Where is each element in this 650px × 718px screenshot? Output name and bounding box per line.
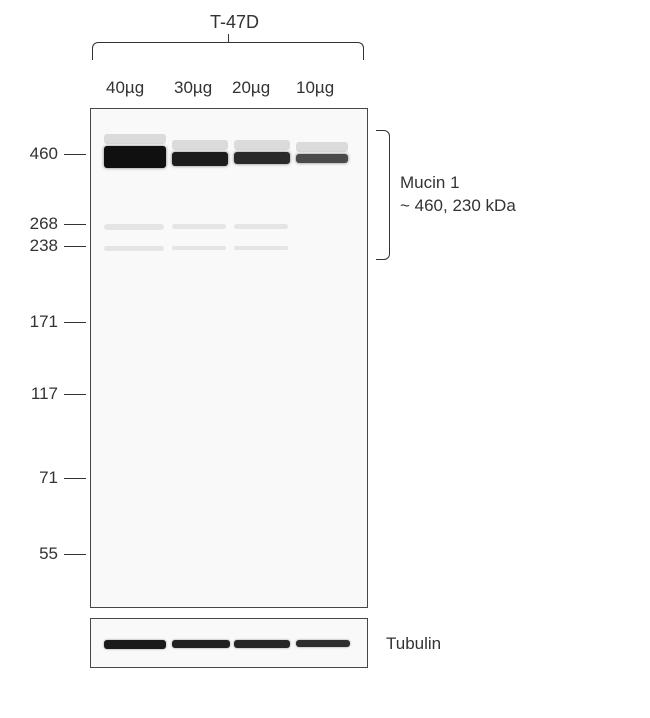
mw-marker-55: 55 [24,544,86,564]
mw-marker-117: 117 [24,384,86,404]
tubulin-label: Tubulin [386,634,441,654]
main-blot [90,108,368,608]
lane-label-0: 40µg [106,78,144,98]
top-sample-bracket [92,42,364,60]
mw-marker-460: 460 [24,144,86,164]
tubulin-band-lane2 [234,640,290,648]
lane-label-1: 30µg [174,78,212,98]
faint-band [172,224,226,229]
mw-marker-238: 238 [24,236,86,256]
target-bracket [376,130,390,260]
mw-marker-268: 268 [24,214,86,234]
tubulin-band-lane1 [172,640,230,648]
mw-marker-label: 268 [24,214,58,234]
mw-marker-label: 117 [24,384,58,404]
faint-band [172,246,226,250]
mw-marker-tick [64,554,86,555]
mw-marker-tick [64,394,86,395]
mw-marker-tick [64,478,86,479]
faint-band [104,246,164,251]
band-shadow [234,140,290,150]
mw-marker-tick [64,322,86,323]
band-shadow [296,142,348,152]
faint-band [234,224,288,229]
band-shadow [104,134,166,144]
tubulin-band-lane0 [104,640,166,649]
faint-band [104,224,164,230]
mw-marker-label: 55 [24,544,58,564]
mw-marker-label: 171 [24,312,58,332]
tubulin-band-lane3 [296,640,350,647]
main-band-lane2 [234,152,290,164]
lane-label-2: 20µg [232,78,270,98]
main-band-lane3 [296,154,348,163]
mw-marker-171: 171 [24,312,86,332]
mw-marker-label: 460 [24,144,58,164]
main-band-lane1 [172,152,228,166]
mw-marker-label: 238 [24,236,58,256]
target-mw: ~ 460, 230 kDa [400,195,516,218]
figure-container: T-47D 40µg 30µg 20µg 10µg 460 268238 171 117 71… [0,0,650,718]
main-band-lane0 [104,146,166,168]
mw-marker-tick [64,246,86,247]
band-shadow [172,140,228,150]
faint-band [234,246,288,250]
mw-marker-label: 71 [24,468,58,488]
target-name: Mucin 1 [400,172,516,195]
mw-marker-71: 71 [24,468,86,488]
sample-label: T-47D [210,12,259,33]
lane-label-3: 10µg [296,78,334,98]
target-label: Mucin 1 ~ 460, 230 kDa [400,172,516,218]
mw-marker-tick [64,224,86,225]
mw-marker-tick [64,154,86,155]
